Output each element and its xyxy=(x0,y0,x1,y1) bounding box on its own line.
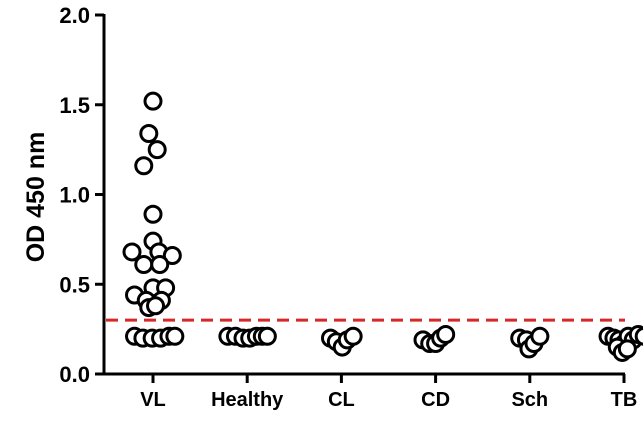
data-point xyxy=(134,156,154,176)
y-tick-label: 0.0 xyxy=(59,362,90,387)
data-point xyxy=(162,246,182,266)
y-tick-label: 1.5 xyxy=(59,93,90,118)
data-point xyxy=(617,339,637,359)
data-point xyxy=(139,123,159,143)
data-point xyxy=(343,326,363,346)
data-point xyxy=(147,140,167,160)
x-tick-label: Healthy xyxy=(211,389,284,411)
y-axis-label: OD 450 nm xyxy=(22,132,50,263)
x-tick-label: VL xyxy=(140,389,166,411)
x-tick-label: CL xyxy=(328,389,355,411)
data-points xyxy=(122,91,643,362)
data-point xyxy=(257,326,277,346)
data-point xyxy=(165,326,185,346)
data-point xyxy=(134,255,154,275)
data-point xyxy=(146,296,166,316)
data-point xyxy=(530,326,550,346)
y-tick-label: 2.0 xyxy=(59,3,90,28)
data-point xyxy=(634,326,643,346)
x-tick-label: CD xyxy=(421,389,450,411)
data-point xyxy=(143,91,163,111)
data-point xyxy=(122,242,142,262)
data-point xyxy=(150,255,170,275)
y-tick-label: 0.5 xyxy=(59,272,90,297)
x-tick-label: TB xyxy=(611,389,638,411)
data-point xyxy=(143,204,163,224)
axes: 0.0 0.5 1.0 1.5 2.0 VL Healthy CL CD Sch TB xyxy=(59,3,637,411)
x-tick-label: Sch xyxy=(511,389,548,411)
data-point xyxy=(436,325,456,345)
y-tick-label: 1.0 xyxy=(59,183,90,208)
